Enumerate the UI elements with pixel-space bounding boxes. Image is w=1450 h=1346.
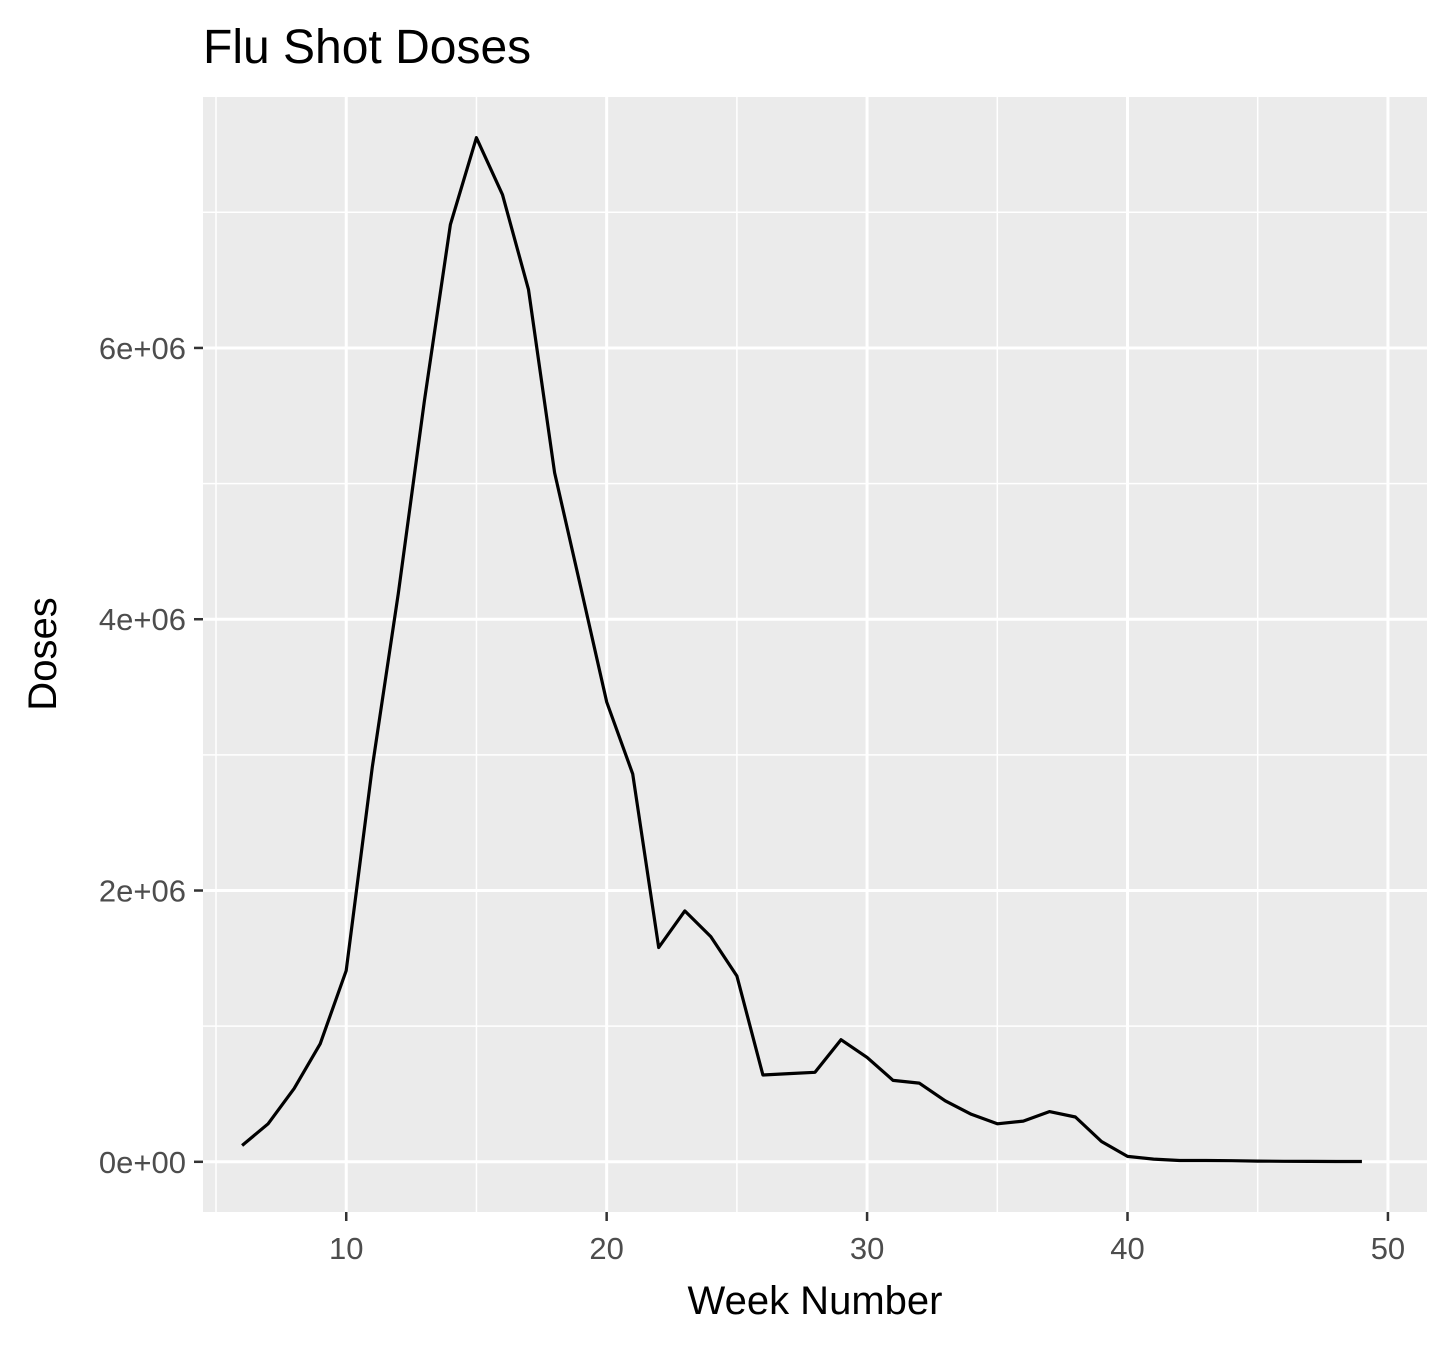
x-tick-label: 30 bbox=[850, 1231, 884, 1266]
major-gridlines bbox=[203, 97, 1427, 1212]
doses-series-line bbox=[241, 136, 1362, 1164]
y-tick-label: 4e+06 bbox=[99, 602, 186, 637]
x-tick-label: 40 bbox=[1110, 1231, 1144, 1266]
y-axis-title: Doses bbox=[21, 597, 65, 710]
minor-gridlines bbox=[203, 97, 1427, 1212]
x-axis: 10 20 30 40 50 bbox=[329, 1212, 1405, 1266]
x-tick-label: 20 bbox=[589, 1231, 623, 1266]
x-tick-label: 10 bbox=[329, 1231, 363, 1266]
y-tick-label: 2e+06 bbox=[99, 874, 186, 909]
y-axis: 0e+00 2e+06 4e+06 6e+06 bbox=[99, 331, 203, 1180]
x-axis-title: Week Number bbox=[688, 1279, 943, 1323]
plot-panel bbox=[203, 97, 1427, 1212]
y-tick-label: 6e+06 bbox=[99, 331, 186, 366]
x-tick-label: 50 bbox=[1371, 1231, 1405, 1266]
chart-title: Flu Shot Doses bbox=[203, 21, 531, 74]
y-tick-label: 0e+00 bbox=[99, 1145, 186, 1180]
